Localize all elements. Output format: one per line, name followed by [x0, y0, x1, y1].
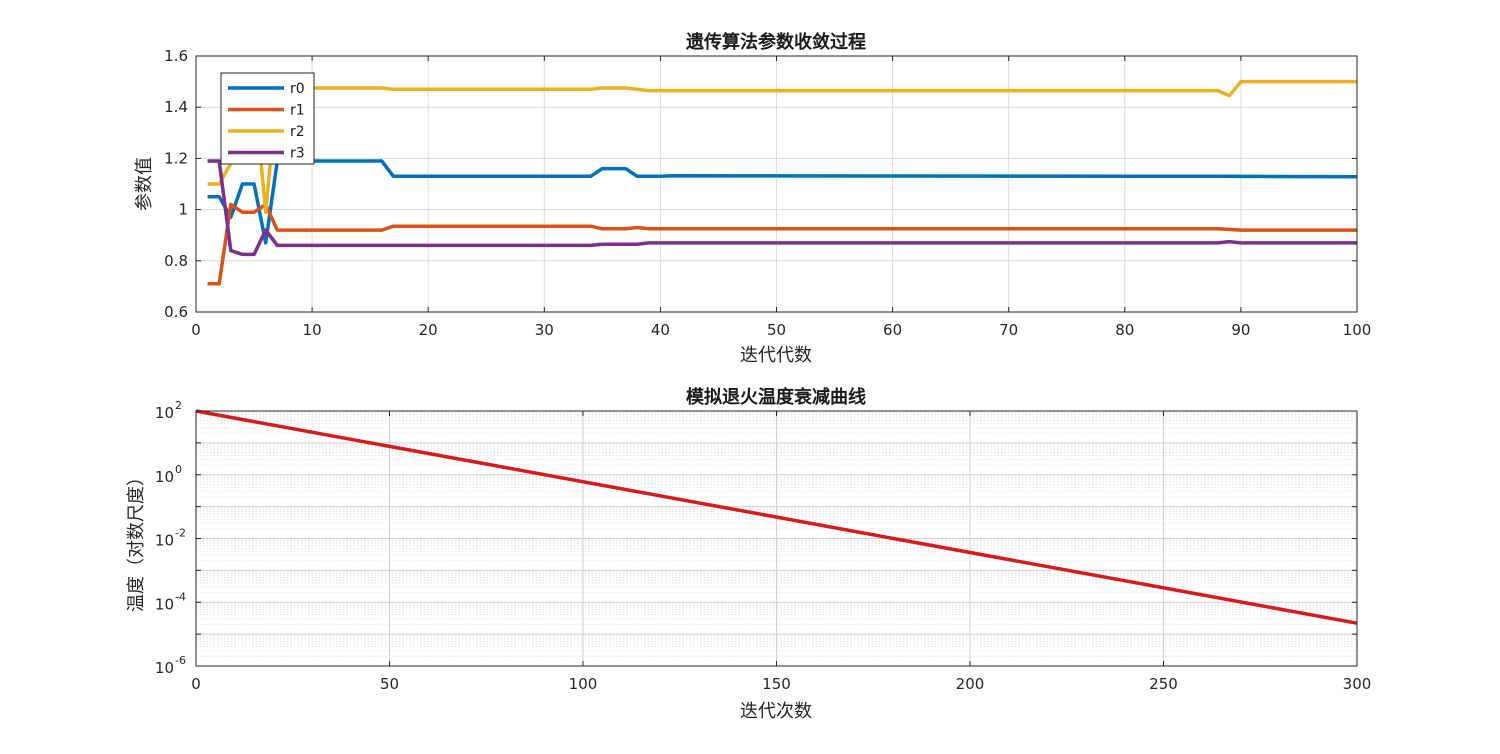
ga-series-lines: [207, 79, 1358, 286]
ga-x-tick-label: 50: [767, 321, 786, 339]
series-line-r0: [207, 159, 1358, 245]
legend-items: r0 r1 r2 r3: [228, 81, 305, 162]
ga-legend: r0 r1 r2 r3: [220, 72, 315, 165]
legend-label-r3: r3: [290, 146, 305, 162]
ga-x-tick-label: 0: [191, 321, 201, 339]
sa-chart-title: 模拟退火温度衰减曲线: [686, 386, 866, 408]
sa-y-tick-label: 10: [155, 595, 174, 613]
ga-chart: 0 10 20 30 40 50 60 70 80 90 100 0.6 0.8 1 1.2 1.4 1.6 遗…: [134, 31, 1371, 366]
ga-x-tick-label: 70: [999, 321, 1018, 339]
sa-x-tick-label: 100: [569, 675, 598, 693]
ga-x-tick-label: 100: [1343, 321, 1372, 339]
ga-y-tick-label: 1: [178, 201, 188, 219]
ga-chart-title: 遗传算法参数收敛过程: [685, 31, 866, 53]
sa-x-axis-label: 迭代次数: [740, 701, 812, 722]
legend-label-r0: r0: [290, 81, 305, 97]
sa-grid: [195, 410, 1358, 667]
sa-x-tick-label: 200: [956, 675, 985, 693]
sa-y-tick-exponent: -4: [175, 590, 186, 603]
ga-x-tick-label: 30: [535, 321, 554, 339]
ga-y-axis-label: 参数值: [134, 157, 155, 211]
ga-x-tick-label: 80: [1115, 321, 1134, 339]
sa-x-tick-label: 250: [1149, 675, 1178, 693]
sa-y-tick-label: 10: [155, 404, 174, 422]
sa-y-tick-label: 10: [155, 468, 174, 486]
ga-y-tick-label: 1.6: [164, 47, 188, 65]
ga-x-tick-label: 60: [883, 321, 902, 339]
sa-x-tick-label: 50: [380, 675, 399, 693]
legend-label-r2: r2: [290, 124, 305, 140]
ga-ticks: 0 10 20 30 40 50 60 70 80 90 100 0.6 0.8 1 1.2 1.4 1.6: [164, 47, 1371, 339]
sa-y-tick-exponent: 0: [175, 463, 182, 476]
ga-y-tick-label: 1.4: [164, 98, 188, 116]
ga-y-tick-label: 1.2: [164, 149, 188, 167]
sa-y-tick-label: 10: [155, 532, 174, 550]
ga-x-tick-label: 90: [1231, 321, 1250, 339]
ga-y-tick-label: 0.6: [164, 303, 188, 321]
sa-y-tick-exponent: -6: [175, 654, 186, 667]
legend-label-r1: r1: [290, 103, 305, 119]
sa-x-tick-label: 0: [191, 675, 201, 693]
temperature-line: [195, 409, 1358, 625]
ga-x-axis-label: 迭代代数: [740, 345, 812, 366]
ga-x-tick-label: 10: [303, 321, 322, 339]
sa-x-tick-label: 150: [762, 675, 791, 693]
sa-y-tick-exponent: -2: [175, 527, 186, 540]
ga-y-tick-label: 0.8: [164, 252, 188, 270]
sa-x-tick-label: 300: [1343, 675, 1372, 693]
sa-series-lines: [195, 409, 1358, 625]
series-line-r1: [207, 202, 1357, 286]
ga-x-tick-label: 20: [419, 321, 438, 339]
sa-y-tick-exponent: 2: [175, 399, 182, 412]
ga-x-tick-label: 40: [651, 321, 670, 339]
series-line-r3: [207, 159, 1357, 257]
sa-y-tick-label: 10: [155, 659, 174, 677]
sa-y-axis-label: 温度（对数尺度）: [126, 468, 147, 612]
